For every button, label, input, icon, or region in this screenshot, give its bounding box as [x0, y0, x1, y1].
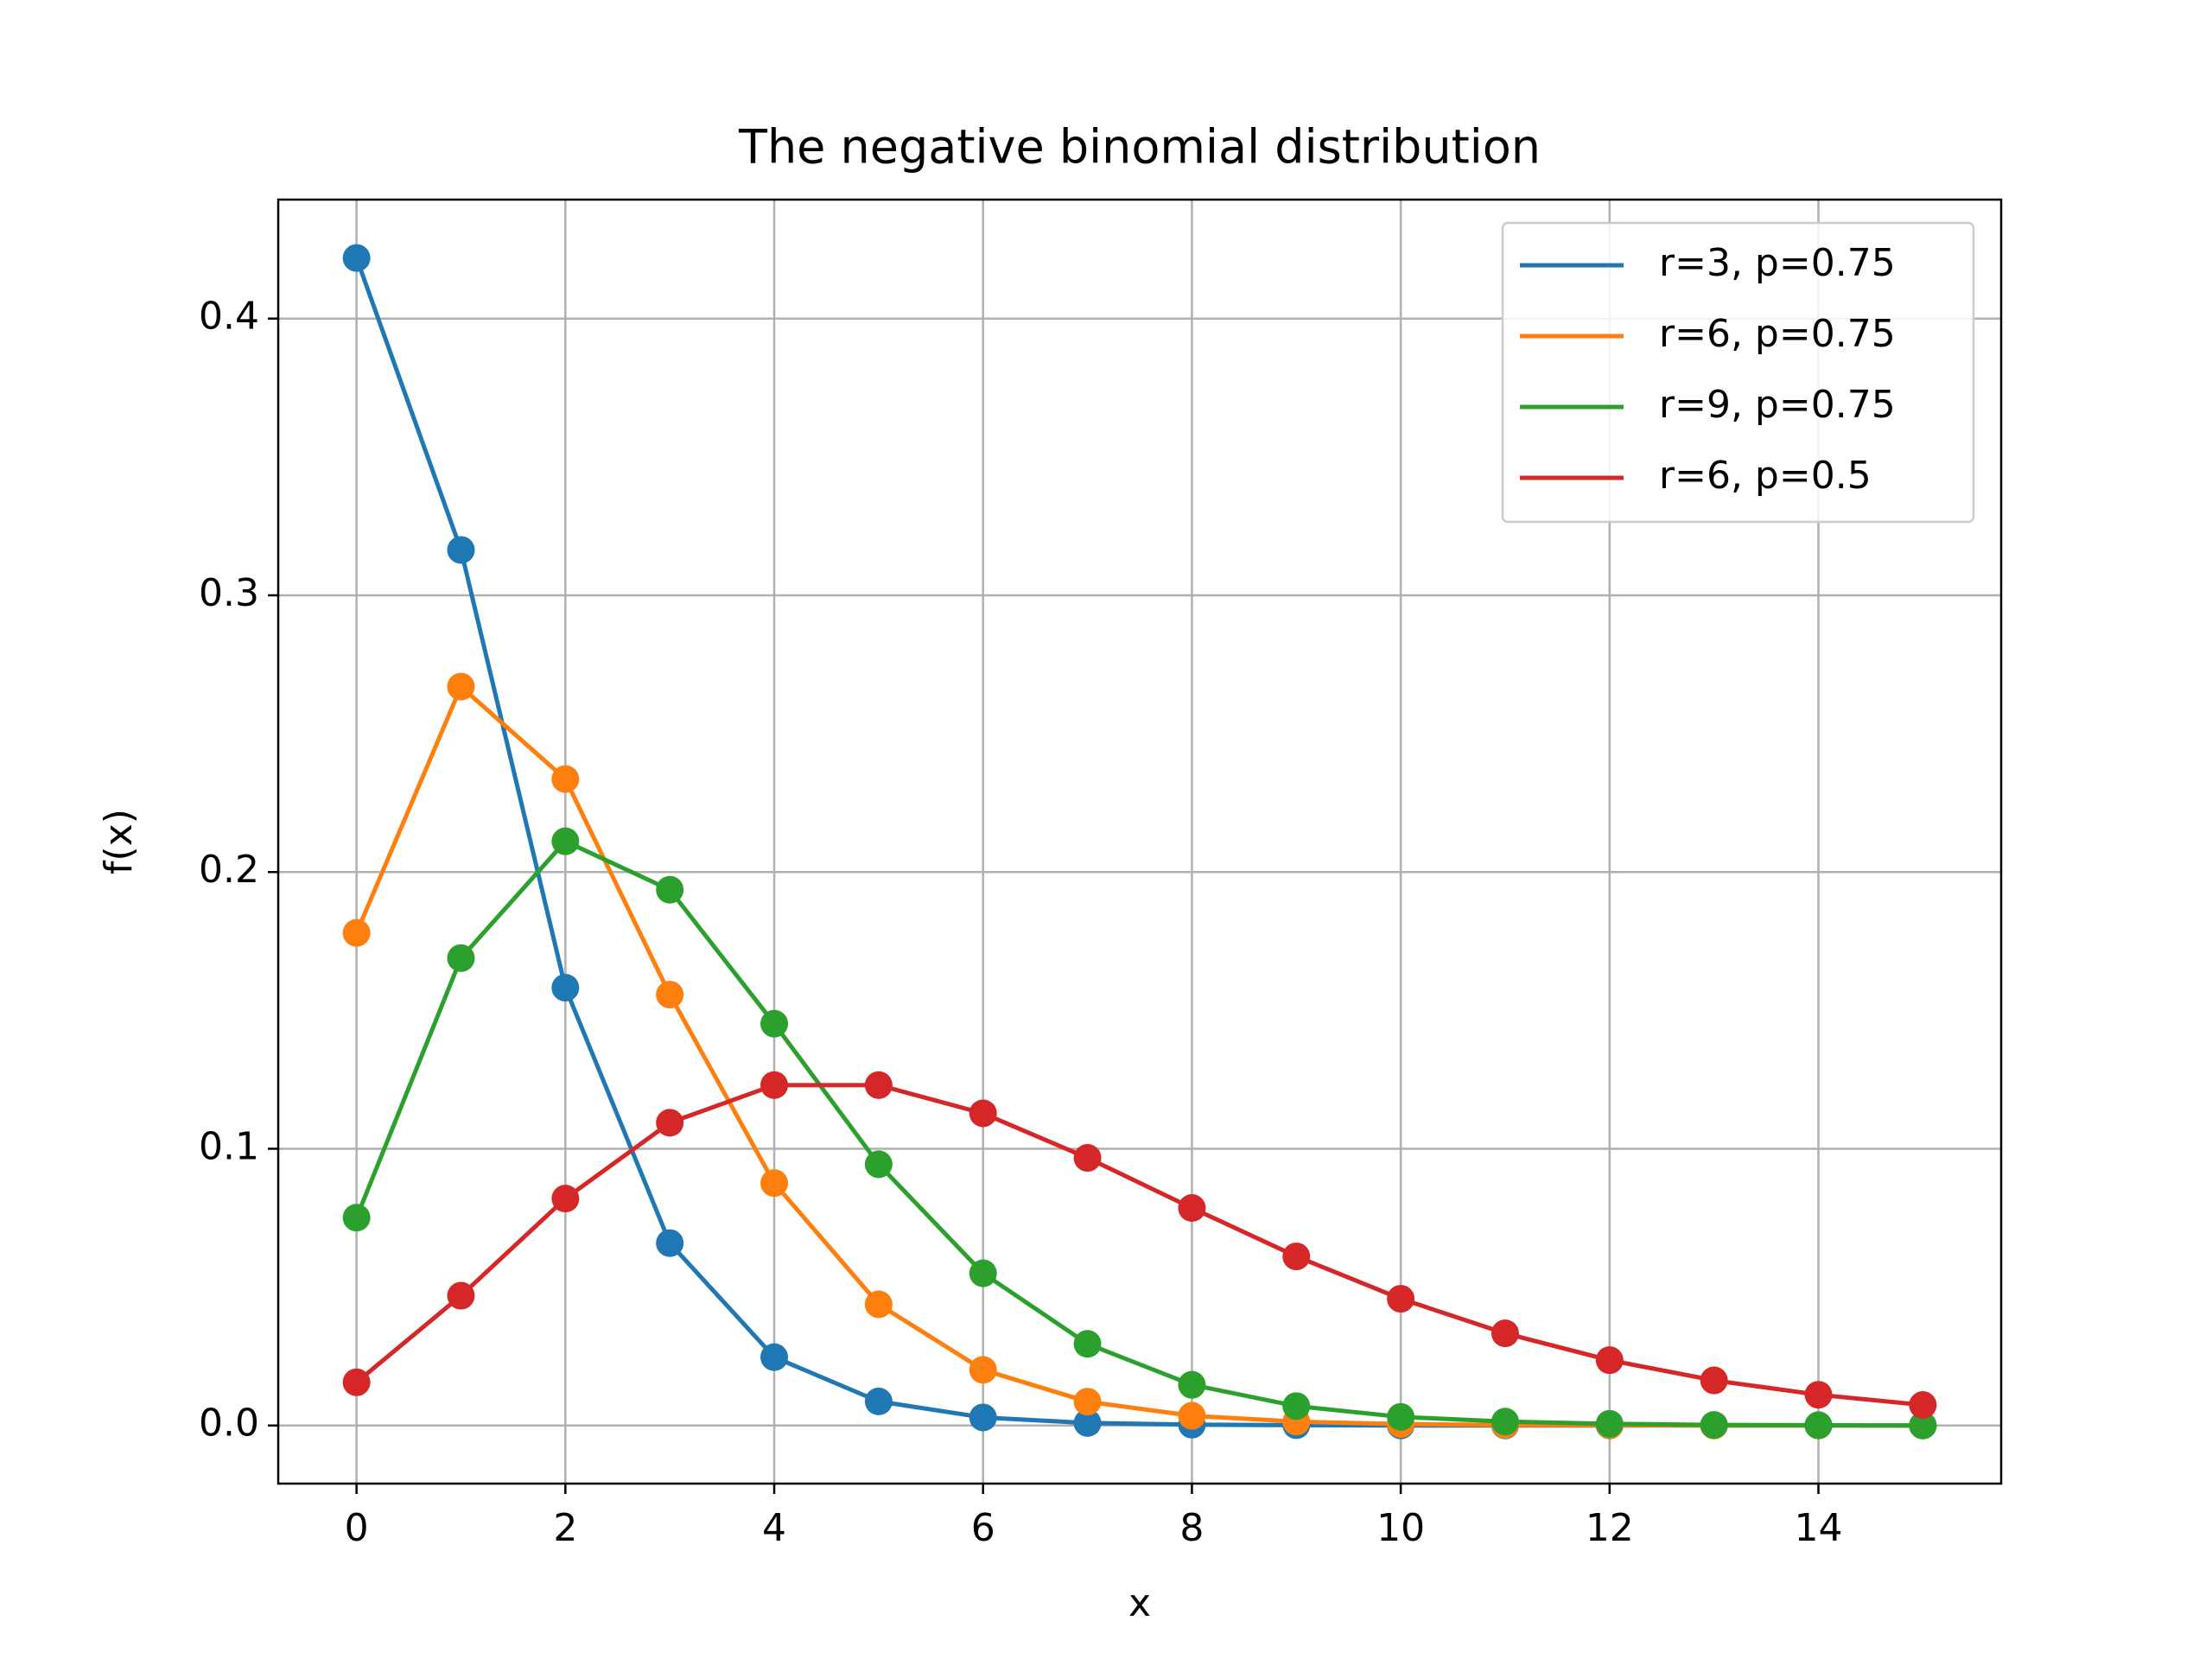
x-tick-label: 12 [1586, 1506, 1634, 1550]
data-point [447, 536, 475, 564]
axes-frame [276, 198, 2003, 1485]
data-point [1178, 1370, 1206, 1399]
data-point [1804, 1411, 1833, 1440]
x-tick-label: 8 [1179, 1506, 1204, 1550]
data-point [1282, 1243, 1311, 1271]
data-point [447, 672, 475, 701]
data-point [1073, 1388, 1102, 1416]
data-point [760, 1009, 789, 1038]
plot-area [342, 244, 1937, 1440]
x-tick-label: 6 [971, 1506, 995, 1550]
data-point [1700, 1411, 1728, 1440]
data-point [1491, 1408, 1519, 1436]
data-point [1595, 1346, 1624, 1375]
data-point [1804, 1381, 1833, 1409]
data-point [760, 1343, 789, 1371]
data-point [342, 1204, 371, 1232]
series-line [354, 839, 1923, 1428]
data-point [447, 1281, 475, 1310]
data-point [342, 244, 371, 272]
y-tick-label: 0.4 [199, 295, 259, 339]
legend: r=3, p=0.75 r=6, p=0.75 r=9, p=0.75 r=6, p=… [1501, 221, 1975, 524]
x-tick-label: 4 [762, 1506, 786, 1550]
chart-title: The negative binomial distribution [738, 120, 1541, 175]
data-point [342, 1368, 371, 1396]
x-tick-label: 0 [345, 1506, 369, 1550]
data-point [1387, 1402, 1415, 1431]
data-point [1282, 1392, 1311, 1421]
x-tick-label: 2 [553, 1506, 577, 1550]
data-point [969, 1356, 997, 1384]
y-tick-label: 0.1 [199, 1124, 259, 1168]
data-point [656, 875, 684, 904]
data-point [1700, 1366, 1728, 1395]
data-point [864, 1387, 893, 1415]
data-point [656, 1229, 684, 1257]
y-tick-label: 0.2 [199, 848, 259, 892]
data-point [447, 944, 475, 972]
data-point [1387, 1285, 1415, 1313]
legend-label: r=3, p=0.75 [1659, 241, 1896, 285]
x-axis-label: x [1128, 1581, 1151, 1625]
data-point [864, 1150, 893, 1179]
legend-label: r=6, p=0.75 [1659, 312, 1896, 356]
data-point [656, 981, 684, 1009]
data-point [1595, 1409, 1624, 1438]
data-point [760, 1071, 789, 1099]
y-tick-label: 0.0 [199, 1402, 259, 1446]
data-point [1178, 1194, 1206, 1223]
data-point [1909, 1411, 1937, 1440]
data-point [969, 1403, 997, 1432]
data-point [1073, 1408, 1102, 1437]
data-point [864, 1071, 893, 1099]
y-tick-label: 0.3 [199, 571, 259, 615]
data-point [551, 1185, 580, 1213]
data-point [1491, 1319, 1519, 1348]
data-point [1909, 1391, 1937, 1420]
data-point [1178, 1402, 1206, 1430]
data-point [1073, 1330, 1102, 1358]
series-line [355, 1083, 1923, 1408]
y-axis-label: f(x) [97, 809, 141, 874]
x-tick-label: 10 [1376, 1506, 1425, 1550]
data-point [969, 1259, 997, 1287]
legend-label: r=6, p=0.5 [1659, 454, 1872, 498]
x-tick-label: 14 [1795, 1506, 1843, 1550]
data-point [551, 765, 580, 793]
data-point [656, 1109, 684, 1137]
data-point [760, 1169, 789, 1198]
data-point [342, 918, 371, 947]
legend-label: r=9, p=0.75 [1659, 383, 1896, 427]
data-point [864, 1290, 893, 1319]
data-point [551, 827, 580, 855]
data-point [969, 1099, 997, 1128]
legend-box [1501, 221, 1975, 524]
data-point [551, 974, 580, 1002]
data-point [1073, 1144, 1102, 1173]
